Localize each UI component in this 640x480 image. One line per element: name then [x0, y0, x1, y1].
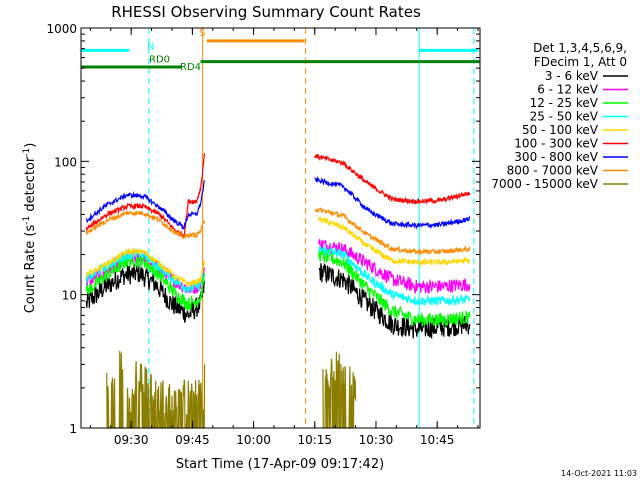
legend-label-5: 100 - 300 keV	[514, 137, 598, 151]
series-line-2-0	[85, 253, 206, 311]
y-tick-label-2: 100	[54, 155, 77, 169]
x-axis-label: Start Time (17-Apr-09 09:17:42)	[176, 457, 384, 472]
y-tick-label-0: 1	[69, 422, 77, 436]
series-line-0-0	[85, 263, 206, 323]
series-line-4-1	[318, 216, 470, 267]
generation-timestamp: 14-Oct-2021 11:03	[561, 469, 637, 478]
y-axis-label-end: )	[23, 143, 38, 148]
y-axis-label-sup: -1	[22, 216, 32, 225]
series-line-1-1	[318, 239, 471, 295]
state-bar-label-1: RD0	[149, 55, 170, 66]
chart-title: RHESSI Observing Summary Count Rates	[111, 3, 421, 21]
series-line-6-1	[314, 175, 471, 230]
legend-label-0: 3 - 6 keV	[545, 69, 599, 83]
series-line-3-1	[318, 245, 471, 307]
legend-label-1: 6 - 12 keV	[537, 83, 599, 97]
y-axis-label-sup2: -1	[22, 148, 32, 157]
series-line-7-1	[314, 207, 471, 256]
y-axis-label-main: Count Rate (s	[23, 225, 38, 314]
legend-label-4: 50 - 100 keV	[522, 123, 599, 137]
series-line-8-0	[106, 350, 206, 429]
legend-header-line-1: Det 1,3,4,5,6,9,	[533, 41, 627, 55]
series-line-5-1	[314, 154, 471, 205]
x-tick-label-5: 10:45	[420, 433, 455, 447]
legend-label-2: 12 - 25 keV	[530, 96, 599, 110]
x-tick-label-2: 10:00	[236, 433, 271, 447]
x-tick-label-1: 09:45	[175, 433, 210, 447]
x-tick-label-3: 10:15	[297, 433, 332, 447]
y-axis-label-tail: detector	[23, 156, 38, 216]
y-tick-label-3: 1000	[46, 22, 77, 36]
state-bar-label-3: S	[199, 28, 205, 39]
observing-state-bars: N RD0 RD4 S	[81, 28, 480, 73]
series-line-0-1	[318, 263, 471, 339]
state-bar-label-2: RD4	[180, 62, 201, 73]
series-line-8-1	[322, 351, 357, 429]
axis-ticks: 09:30 09:45 10:00 10:15 10:30 10:45 1 10 100 1000	[46, 22, 480, 447]
series-line-6-0	[85, 180, 206, 231]
x-tick-label-4: 10:30	[359, 433, 394, 447]
plot-frame	[80, 27, 481, 429]
y-tick-label-1: 10	[62, 289, 77, 303]
legend-label-8: 7000 - 15000 keV	[491, 177, 598, 191]
series-line-4-0	[85, 247, 206, 287]
series-line-2-1	[318, 247, 471, 328]
x-tick-label-0: 09:30	[114, 433, 149, 447]
legend-label-6: 300 - 800 keV	[514, 150, 598, 164]
legend: Det 1,3,4,5,6,9, FDecim 1, Att 0 3 - 6 k…	[491, 41, 628, 191]
series-line-5-0	[85, 153, 206, 239]
legend-label-7: 800 - 7000 keV	[507, 164, 599, 178]
legend-header-line-2: FDecim 1, Att 0	[534, 55, 627, 69]
series-lines	[85, 153, 471, 429]
legend-label-3: 25 - 50 keV	[530, 110, 599, 124]
series-line-7-0	[85, 209, 206, 240]
state-bar-label-0: N	[147, 41, 154, 52]
y-axis-label: Count Rate (s-1 detector-1)	[22, 143, 38, 314]
